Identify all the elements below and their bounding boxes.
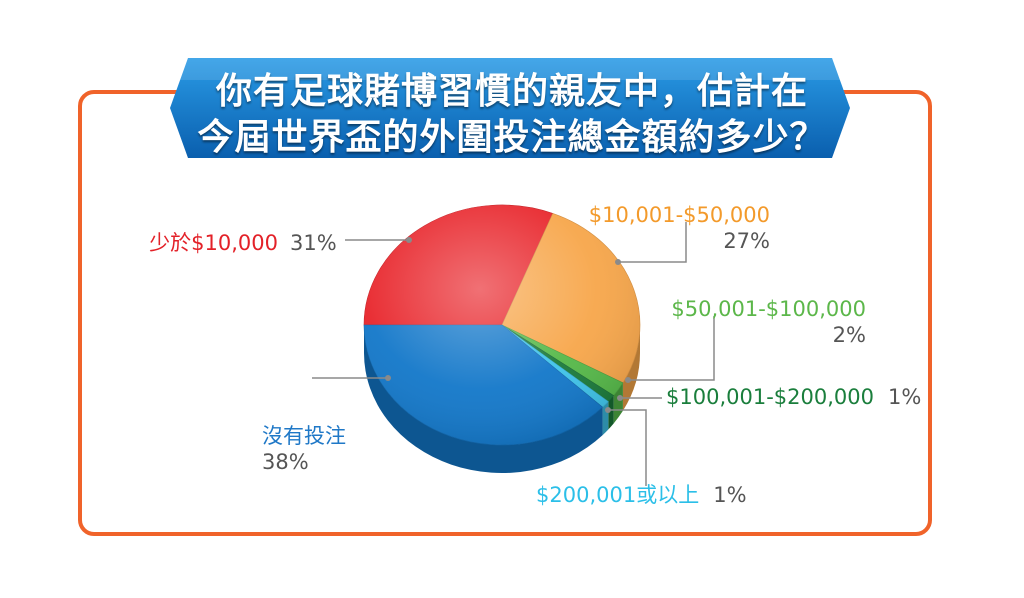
pie-side-3 xyxy=(608,395,614,430)
slice-value-1: 27% xyxy=(723,229,770,253)
pie-side-1 xyxy=(622,325,640,411)
chart-title-line-1: 你有足球賭博習慣的親友中，估計在 xyxy=(215,70,808,112)
slice-value-2: 2% xyxy=(833,323,866,347)
title-banner xyxy=(170,58,850,158)
leader-dot-3 xyxy=(617,395,623,401)
leader-line-2 xyxy=(628,316,715,381)
slice-label-3: $100,001-$200,000 xyxy=(666,385,874,409)
leader-dot-4 xyxy=(605,407,611,413)
leader-line-4 xyxy=(608,409,647,486)
pie-gloss xyxy=(364,205,640,445)
leader-dot-2 xyxy=(625,377,631,383)
slice-label-2: $50,001-$100,000 xyxy=(671,297,866,321)
leader-dot-5 xyxy=(385,375,391,381)
leader-dot-0 xyxy=(406,237,412,243)
slice-label-1: $10,001-$50,000 xyxy=(589,203,770,227)
slice-value-3: 1% xyxy=(888,385,921,409)
slice-label-4: $200,001或以上 xyxy=(536,483,699,507)
slice-value-0: 31% xyxy=(290,231,337,255)
leader-line-1 xyxy=(618,222,687,263)
slice-value-4: 1% xyxy=(713,483,746,507)
slice-label-0: 少於$10,000 xyxy=(149,231,278,255)
slice-label-5: 沒有投注 xyxy=(262,424,346,448)
leader-dot-1 xyxy=(615,259,621,265)
pie-side-5 xyxy=(364,325,603,473)
chart-title-line-2: 今屆世界盃的外圍投注總金額約多少？ xyxy=(197,116,827,158)
slice-value-5: 38% xyxy=(262,450,309,474)
